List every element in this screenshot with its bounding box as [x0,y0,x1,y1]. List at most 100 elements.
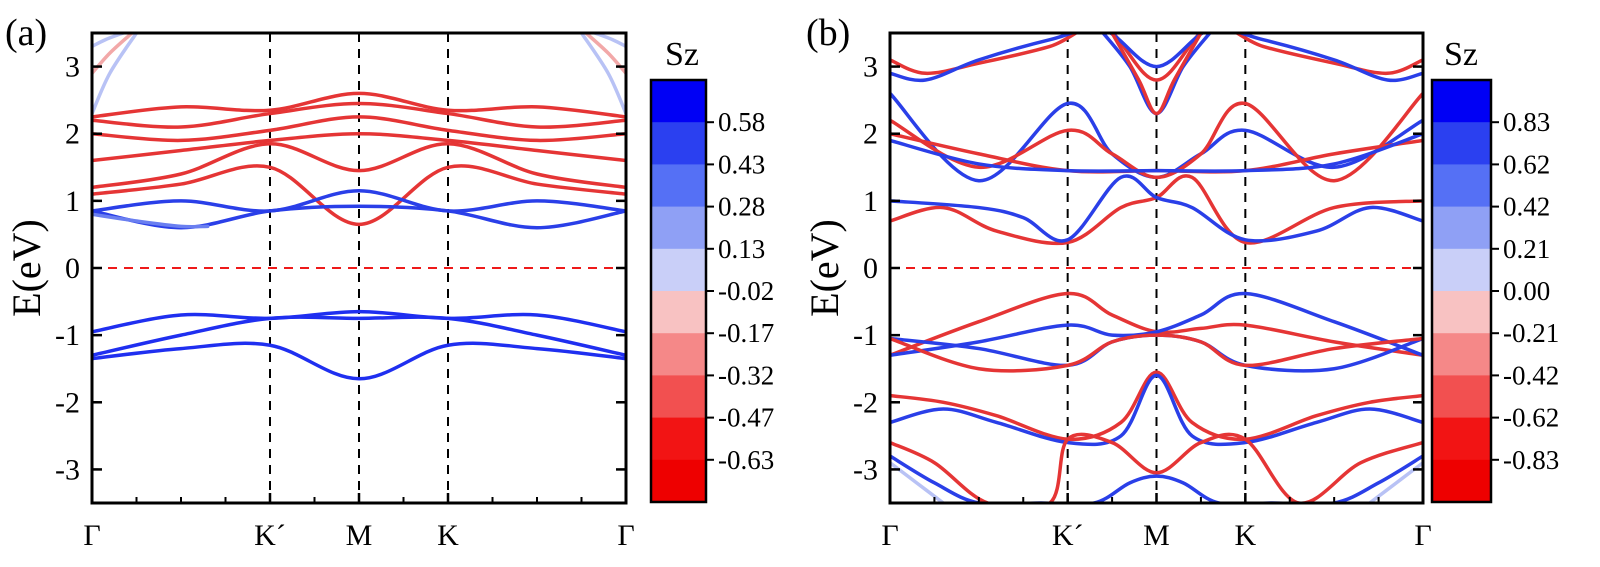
panel-a-colorbar-label: -0.63 [718,445,774,475]
panel-b-ytick-label: -1 [853,319,878,352]
panel-b-colorbar-segment [1432,459,1491,503]
panel-b-band-15 [890,370,1423,442]
panel-a-xtick-label: Γ [83,519,100,552]
panel-a-band-7 [92,189,626,213]
panel-b-ylabel: E(eV) [802,219,847,317]
panel-a-colorbar-label: -0.47 [718,403,774,433]
panel-a-xtick-label: Γ [617,519,634,552]
panel-b-axes: -3 -2 -1 0 1 2 3 Γ K´ M K Γ [853,31,1432,552]
panel-b-colorbar-label: 0.62 [1503,149,1550,179]
panel-a-colorbar-segment [651,291,706,334]
panel-a-colorbar-label: -0.32 [718,360,774,390]
panel-a-bands [92,33,626,503]
panel-a-ytick-label: 2 [65,118,80,151]
panel-a-band-13 [92,33,139,116]
panel-b-colorbar-label: -0.62 [1503,403,1559,433]
panel-a-ytick-label: -1 [55,319,80,352]
panel-a-band-4 [92,131,626,163]
panel-b-colorbar-segment [1432,248,1491,292]
panel-a-colorbar-label: -0.17 [718,318,774,348]
panel-b-colorbar-label: -0.83 [1503,445,1559,475]
panel-b-xtick-label: Γ [881,519,898,552]
panel-a-colorbar-label: 0.28 [718,192,765,222]
panel-a-colorbar-label: 0.43 [718,149,765,179]
panel-b-colorbar-segment [1432,291,1491,334]
panel-b-band-14 [1110,33,1203,116]
panel-a-colorbar-segment [651,80,706,123]
panel-a-band-5 [92,142,626,190]
panel-a-colorbar-label: -0.02 [718,276,774,306]
panel-a-colorbar-label: 0.58 [718,107,765,137]
panel-a-ytick-label: -2 [55,386,80,419]
panel-b-ytick-label: 3 [863,51,878,84]
panel-a-xtick-label: K´ [254,519,286,552]
panel-b-ytick-label: -2 [853,386,878,419]
panel-a-colorbar-segment [651,417,706,461]
panel-b-band-20 [1367,460,1423,503]
panel-a-colorbar-segment [651,206,706,250]
panel-b-colorbar-segment [1432,80,1491,123]
panel-b-ytick-label: 1 [863,185,878,218]
panel-b-xtick-label: M [1143,519,1170,552]
panel-b-band-6 [890,174,1423,243]
panel-b-colorbar-segment [1432,122,1491,165]
panel-a-ytick-label: -3 [55,453,80,486]
panel-b-label: (b) [806,12,850,54]
panel-a-colorbar-segment [651,333,706,376]
panel-b-colorbar: 0.83 0.62 0.42 0.21 0.00 -0.21 -0.42 -0.62 -0.83… [1430,36,1559,504]
panel-b-xtick-label: K´ [1052,519,1084,552]
panel-b-colorbar-label: 0.21 [1503,234,1550,264]
panel-a-colorbar-segment [651,164,706,208]
panel-b-colorbar-segment [1432,164,1491,208]
panel-a-colorbar-segment [651,248,706,292]
panel-b-colorbar-title: Sz [1444,36,1478,73]
panel-b-colorbar-label: 0.00 [1503,276,1550,306]
panel-b-band-5 [890,174,1423,246]
panel-b-colorbar-label: -0.42 [1503,360,1559,390]
panel-a-colorbar-segment [651,375,706,419]
panel-a-ytick-label: 0 [65,252,80,285]
panel-a-ytick-label: 3 [65,51,80,84]
panel-a-band-10 [92,309,626,334]
panel-b-colorbar-segment [1432,375,1491,419]
panel-a-colorbar-segment [651,122,706,165]
panel-b-xtick-label: K [1234,519,1256,552]
panel-a-band-9 [92,212,210,229]
panel-b-band-10 [890,131,1423,173]
panel-b-band-2 [890,291,1423,358]
panel-b-band-16 [890,373,1423,447]
panel-a-colorbar: 0.58 0.43 0.28 0.13 -0.02 -0.17 -0.32 -0.47 -0.6… [649,36,774,504]
panel-a-ylabel: E(eV) [4,219,49,317]
panel-b-xtick-label: Γ [1414,519,1431,552]
panel-a-band-2 [92,101,626,129]
panel-b-colorbar-segment [1432,333,1491,376]
panel-a-axes: -3 -2 -1 0 1 2 3 Γ K´ M K Γ [55,31,635,552]
panel-b-colorbar-segment [1432,206,1491,250]
panel-a-colorbar-label: 0.13 [718,234,765,264]
panel-b-colorbar-label: 0.42 [1503,192,1550,222]
panel-b-band-19 [890,460,946,503]
panel-b-band-4 [890,333,1423,373]
panel-a-ytick-label: 1 [65,185,80,218]
panel-a-xtick-label: K [437,519,459,552]
panel-b-ytick-label: 0 [863,252,878,285]
panel-b-band-12 [890,33,1423,83]
panel-a-band-1 [92,91,626,119]
panel-a-colorbar-title: Sz [665,36,699,73]
panel-a-band-3 [92,115,626,143]
panel-a-band-12 [92,341,626,381]
panel-a-band-17 [584,33,626,76]
panel-b-colorbar-label: -0.21 [1503,318,1559,348]
panel-b-bands [890,33,1423,503]
panel-b-colorbar-segment [1432,417,1491,461]
panel-a-xtick-label: M [346,519,373,552]
panel-b-band-18 [890,454,1423,503]
panel-b-colorbar-label: 0.83 [1503,107,1550,137]
panel-a-band-16 [579,33,626,116]
panel-a-colorbar-segment [651,459,706,503]
panel-a-band-6 [92,164,626,227]
panel-b-band-11 [890,33,1423,82]
